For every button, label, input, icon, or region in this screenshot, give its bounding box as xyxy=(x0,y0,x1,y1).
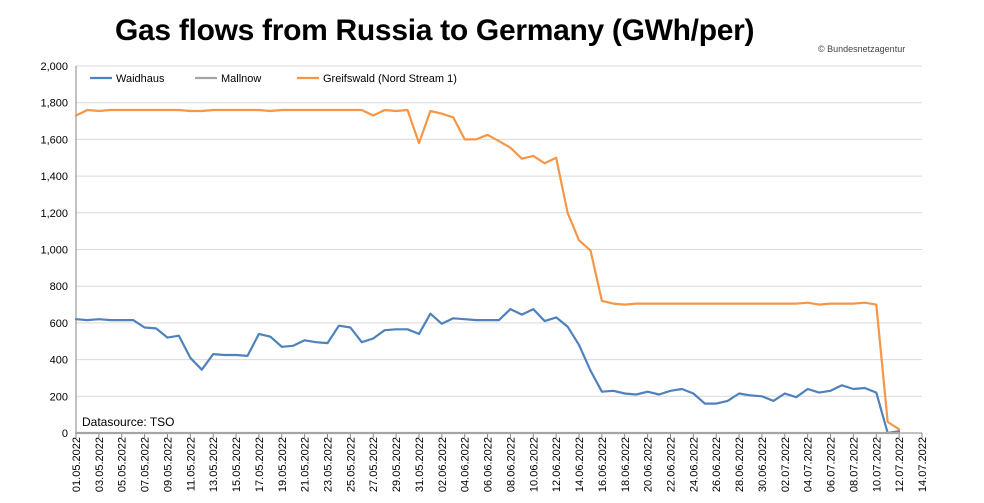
x-tick-label: 10.06.2022 xyxy=(528,437,540,492)
x-tick-label: 22.06.2022 xyxy=(665,437,677,492)
x-tick-label: 14.07.2022 xyxy=(917,437,929,492)
x-tick-label: 31.05.2022 xyxy=(414,437,426,492)
x-tick-label: 08.07.2022 xyxy=(848,437,860,492)
data-source-label: Datasource: TSO xyxy=(82,415,174,429)
x-tick-label: 04.06.2022 xyxy=(460,437,472,492)
y-tick-label: 600 xyxy=(50,318,68,330)
x-tick-label: 04.07.2022 xyxy=(803,437,815,492)
x-tick-label: 14.06.2022 xyxy=(574,437,586,492)
series-line-3 xyxy=(74,108,901,431)
legend: Waidhaus Mallnow Greifswald (Nord Stream 1… xyxy=(90,73,457,85)
x-tick-label: 10.07.2022 xyxy=(871,437,883,492)
x-tick-label: 28.06.2022 xyxy=(734,437,746,492)
y-tick-label: 400 xyxy=(50,355,68,367)
y-tick-label: 1,200 xyxy=(40,208,68,220)
x-tick-label: 30.06.2022 xyxy=(757,437,769,492)
x-tick-label: 27.05.2022 xyxy=(368,437,380,492)
x-tick-label: 29.05.2022 xyxy=(391,437,403,492)
y-tick-label: 1,400 xyxy=(40,171,68,183)
x-tick-label: 23.05.2022 xyxy=(323,437,335,492)
x-tick-label: 01.05.2022 xyxy=(71,437,83,492)
y-tick-label: 200 xyxy=(50,391,68,403)
x-tick-label: 26.06.2022 xyxy=(711,437,723,492)
legend-label: Mallnow xyxy=(221,73,261,85)
chart-title: Gas flows from Russia to Germany (GWh/pe… xyxy=(115,14,755,47)
x-tick-label: 08.06.2022 xyxy=(505,437,517,492)
x-tick-label: 15.05.2022 xyxy=(231,437,243,492)
y-tick-label: 1,800 xyxy=(40,98,68,110)
x-tick-label: 12.07.2022 xyxy=(894,437,906,492)
x-tick-label: 07.05.2022 xyxy=(140,437,152,492)
gridlines xyxy=(76,65,922,397)
x-axis-ticks: 01.05.2022 03.05.2022 05.05.2022 07.05.2022… xyxy=(71,437,929,492)
y-tick-label: 0 xyxy=(62,428,68,440)
x-tick-label: 05.05.2022 xyxy=(117,437,129,492)
credit-text: © Bundesnetzagentur xyxy=(818,44,906,54)
x-tick-label: 12.06.2022 xyxy=(551,437,563,492)
series-line-1 xyxy=(74,308,901,435)
legend-label: Waidhaus xyxy=(116,73,165,85)
x-tick-label: 24.06.2022 xyxy=(688,437,700,492)
series-lines xyxy=(74,108,901,435)
axes xyxy=(75,66,923,438)
x-tick-label: 17.05.2022 xyxy=(254,437,266,492)
y-axis-ticks: 0 200 400 600 800 1,000 1,200 1,400 1,600 1,800 2,… xyxy=(40,61,68,440)
x-tick-label: 21.05.2022 xyxy=(300,437,312,492)
y-tick-label: 800 xyxy=(50,281,68,293)
y-tick-label: 1,000 xyxy=(40,245,68,257)
x-tick-label: 03.05.2022 xyxy=(94,437,106,492)
x-tick-label: 02.07.2022 xyxy=(780,437,792,492)
y-tick-label: 1,600 xyxy=(40,134,68,146)
x-tick-label: 19.05.2022 xyxy=(277,437,289,492)
x-tick-label: 11.05.2022 xyxy=(185,437,197,491)
x-tick-label: 06.07.2022 xyxy=(826,437,838,492)
x-tick-label: 13.05.2022 xyxy=(208,437,220,492)
x-tick-label: 20.06.2022 xyxy=(643,437,655,492)
y-tick-label: 2,000 xyxy=(40,61,68,73)
x-tick-label: 06.06.2022 xyxy=(483,437,495,492)
x-tick-label: 25.05.2022 xyxy=(345,437,357,492)
x-tick-label: 02.06.2022 xyxy=(437,437,449,492)
legend-label: Greifswald (Nord Stream 1) xyxy=(323,73,457,85)
x-tick-label: 18.06.2022 xyxy=(620,437,632,492)
x-tick-label: 09.05.2022 xyxy=(162,437,174,492)
x-tick-label: 16.06.2022 xyxy=(597,437,609,492)
